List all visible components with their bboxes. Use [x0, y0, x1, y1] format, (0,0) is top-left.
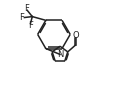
Text: O: O	[72, 31, 79, 40]
Text: F: F	[28, 21, 33, 31]
Text: F: F	[24, 4, 29, 13]
Text: F: F	[19, 13, 24, 22]
Text: N: N	[57, 50, 63, 59]
